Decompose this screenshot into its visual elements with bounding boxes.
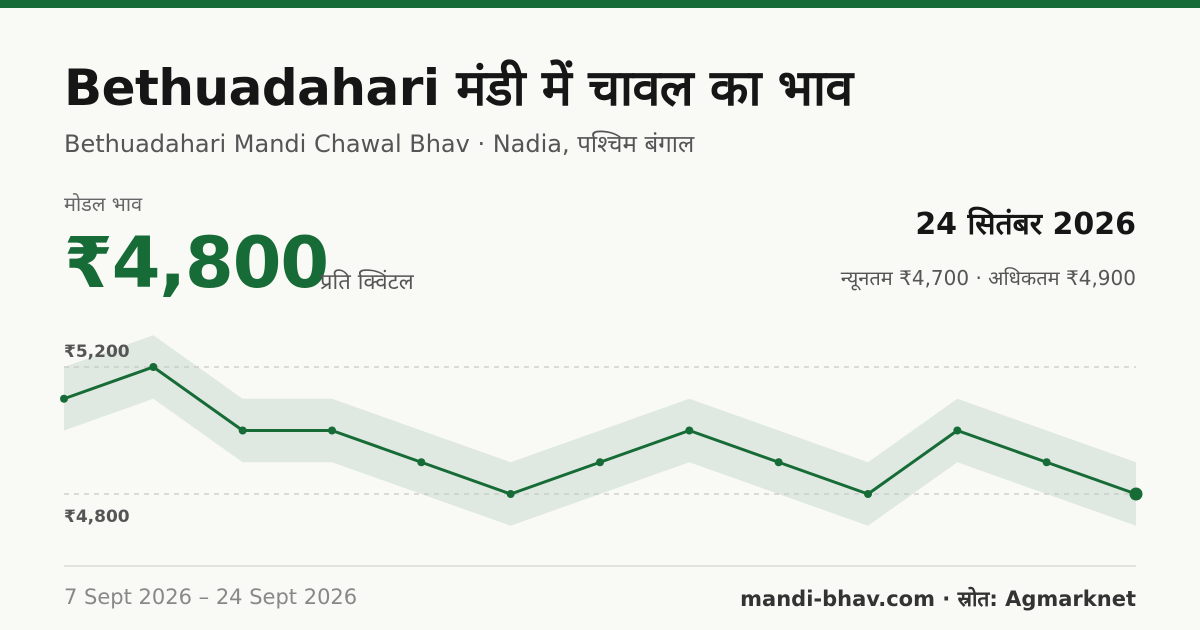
data-point [506, 490, 515, 498]
modal-price: ₹4,800 [64, 222, 329, 304]
data-point [60, 394, 68, 403]
y-tick-label: ₹4,800 [64, 507, 130, 527]
data-point [417, 458, 426, 467]
data-point [238, 426, 247, 435]
data-point [1042, 458, 1051, 467]
data-point [328, 426, 336, 435]
data-point [774, 458, 783, 467]
price-unit: प्रति क्विंटल [320, 270, 414, 295]
data-point [953, 426, 962, 435]
footer-date-range: 7 Sept 2026 – 24 Sept 2026 [64, 585, 358, 609]
data-point [596, 458, 604, 467]
data-point [149, 363, 158, 371]
data-point [685, 426, 694, 435]
price-range: न्यूनतम ₹4,700 · अधिकतम ₹4,900 [840, 266, 1136, 290]
page-title: Bethuadahari मंडी में चावल का भाव [64, 59, 853, 117]
footer-divider [64, 565, 1136, 567]
data-point [864, 490, 872, 498]
latest-data-point [1129, 487, 1143, 501]
top-accent-bar [0, 0, 1200, 8]
footer-source: mandi-bhav.com · स्रोत: Agmarknet [740, 587, 1136, 611]
price-range-band [64, 335, 1136, 526]
price-date: 24 सितंबर 2026 [915, 207, 1136, 242]
y-tick-label: ₹5,200 [64, 342, 130, 362]
price-label: मोडल भाव [64, 192, 143, 216]
price-line-chart: ₹5,200 ₹4,800 [60, 335, 1143, 527]
page-subtitle: Bethuadahari Mandi Chawal Bhav · Nadia, … [64, 130, 695, 158]
